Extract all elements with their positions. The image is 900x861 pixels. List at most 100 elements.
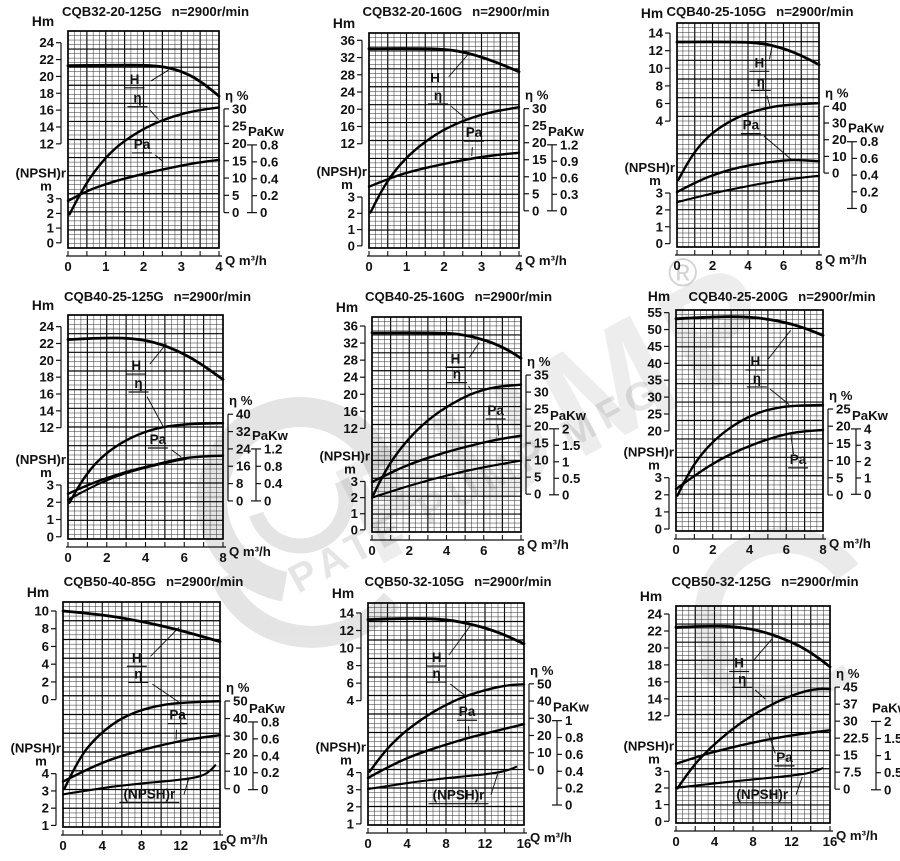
head-axis-label: Hm: [641, 6, 663, 21]
head-scale-tick: 16: [343, 404, 358, 419]
efficiency-scale-tick: 0: [534, 487, 541, 502]
npsh-scale-tick: 1: [348, 222, 355, 237]
npsh-scale-tick: 2: [655, 780, 662, 795]
head-scale-tick: 32: [343, 336, 358, 351]
flow-tick: 0: [59, 838, 66, 853]
efficiency-scale-tick: 20: [232, 136, 247, 151]
eta-curve-label: η: [757, 74, 765, 89]
chart-title: CQB50-32-125G n=2900r/min: [671, 574, 858, 589]
power-scale-tick: 0.4: [264, 476, 283, 491]
efficiency-scale-tick: 16: [236, 459, 251, 474]
head-scale-tick: 20: [39, 69, 54, 84]
power-scale-tick: 0.5: [884, 765, 900, 780]
efficiency-scale-tick: 20: [233, 746, 248, 761]
head-scale-tick: 10: [648, 61, 663, 76]
power-scale-tick: 0: [884, 782, 891, 797]
head-scale-tick: 20: [647, 640, 662, 655]
power-scale: 0.80.60.40.20: [247, 137, 279, 220]
head-axis-label: Hm: [336, 300, 358, 315]
chart-speed: n=2900r/min: [781, 574, 858, 589]
power-scale-tick: 0: [864, 487, 871, 502]
power-scale: 1.20.90.60.30: [547, 137, 578, 218]
npsh-curve-label: (NPSH)r: [123, 786, 175, 801]
efficiency-axis-label: η %: [836, 666, 860, 681]
flow-tick: 6: [480, 543, 487, 558]
chart-speed: n=2900r/min: [475, 289, 552, 304]
head-scale-tick: 12: [647, 708, 662, 723]
flow-tick: 2: [440, 259, 447, 274]
power-scale-tick: 0.8: [261, 714, 279, 729]
h-curve-label: H: [430, 71, 440, 86]
npsh-scale-tick: 3: [347, 782, 354, 797]
power-axis-label: PaKw: [550, 408, 587, 423]
efficiency-scale-tick: 15: [232, 153, 247, 168]
eta-curve-label: η: [453, 367, 461, 382]
flow-axis-label: Q m³/h: [525, 253, 567, 268]
flow-tick: 4: [744, 258, 752, 273]
head-scale-tick: 14: [648, 26, 663, 41]
efficiency-scale-tick: 35: [534, 368, 549, 383]
power-scale-tick: 0.3: [560, 187, 578, 202]
npsh-curve-label: (NPSH)r: [736, 787, 788, 802]
flow-axis-label: Q m³/h: [225, 253, 267, 268]
head-scale-tick: 14: [39, 403, 54, 418]
power-scale: 0.80.60.40.20: [847, 134, 879, 216]
power-scale-tick: 1: [562, 454, 569, 469]
head-scale-tick: 20: [340, 102, 355, 117]
npsh-scale-tick: 1: [47, 221, 54, 236]
npsh-scale-tick: 2: [47, 495, 54, 510]
efficiency-scale-tick: 0: [537, 762, 544, 777]
flow-tick: 6: [783, 542, 790, 557]
h-curve-leader: [150, 344, 167, 364]
efficiency-scale-tick: 45: [843, 680, 858, 695]
power-scale-tick: 1.5: [562, 438, 580, 453]
npsh-scale-tick: 0: [47, 235, 54, 250]
head-axis-label: Hm: [640, 589, 662, 604]
head-axis-label: Hm: [648, 289, 670, 304]
power-scale-tick: 1: [864, 470, 871, 485]
efficiency-scale-tick: 37: [843, 697, 858, 712]
power-scale-tick: 0.6: [260, 154, 278, 169]
chart-model: CQB50-32-125G: [671, 574, 771, 589]
power-scale-tick: 3: [864, 438, 871, 453]
efficiency-axis-label: η %: [525, 88, 549, 103]
efficiency-axis-label: η %: [229, 393, 253, 408]
power-axis-label: PaKw: [548, 124, 585, 139]
chart-model: CQB40-25-200G: [688, 289, 788, 304]
flow-tick: 0: [64, 550, 71, 565]
head-scale-tick: 2: [42, 674, 49, 689]
chart-model: CQB50-32-105G: [364, 574, 464, 589]
head-scale-tick: 8: [42, 621, 49, 636]
power-scale-tick: 0.4: [261, 748, 280, 763]
power-scale-tick: 0: [562, 487, 569, 502]
efficiency-scale-tick: 40: [236, 407, 251, 422]
head-scale-tick: 32: [340, 50, 355, 65]
efficiency-scale-tick: 50: [537, 676, 552, 691]
power-scale-tick: 1: [565, 713, 572, 728]
power-scale-tick: 1.2: [560, 137, 578, 152]
flow-axis-label: Q m³/h: [226, 832, 268, 847]
flow-tick: 2: [709, 258, 716, 273]
npsh-scale-tick: 0: [351, 522, 358, 537]
eta-curve: [70, 423, 224, 503]
head-axis-label: Hm: [32, 298, 54, 313]
efficiency-scale-tick: 0: [532, 203, 539, 218]
flow-tick: 0: [672, 834, 679, 849]
npsh-scale-tick: 0: [655, 522, 662, 537]
head-scale-tick: 28: [340, 67, 355, 82]
power-scale-tick: 0: [260, 205, 267, 220]
power-axis-label: PaKw: [872, 700, 900, 715]
chart-model: CQB40-25-105G: [666, 4, 766, 19]
eta-curve-leader: [150, 110, 159, 120]
